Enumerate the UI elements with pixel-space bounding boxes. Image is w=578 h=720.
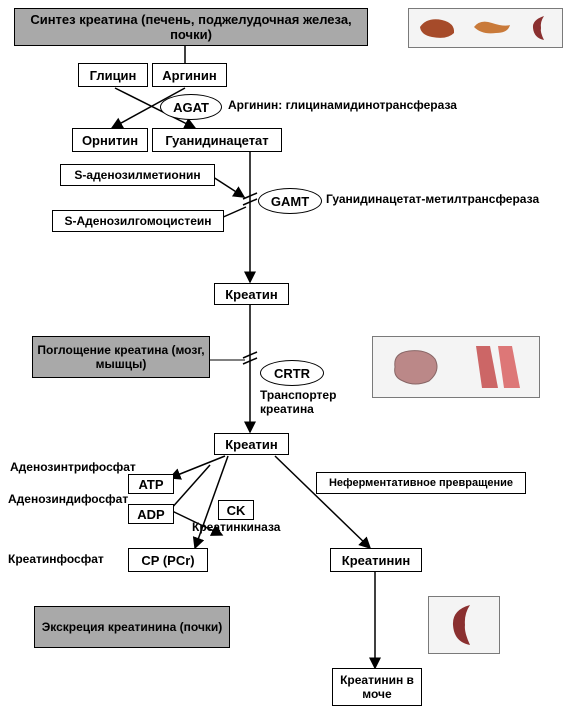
sah-box: S-Аденозилгомоцистеин	[52, 210, 224, 232]
atp-ru-label: Аденозинтрифосфат	[10, 460, 136, 474]
adp-ru-label: Аденозиндифосфат	[8, 492, 128, 506]
crtr-full-label: Транспортер креатина	[260, 388, 380, 416]
pancreas-icon	[472, 17, 512, 39]
excretion-box: Экскреция креатинина (почки)	[34, 606, 230, 648]
header-box: Синтез креатина (печень, поджелудочная ж…	[14, 8, 368, 46]
nonenz-box: Неферментативное превращение	[316, 472, 526, 494]
atp-box: ATP	[128, 474, 174, 494]
gamt-full-label: Гуанидинацетат-метилтрансфераза	[326, 192, 539, 206]
glycine-box: Глицин	[78, 63, 148, 87]
kidney-icon	[528, 14, 554, 42]
creatinine-box: Креатинин	[330, 548, 422, 572]
agat-full-label: Аргинин: глицинамидинотрансфераза	[228, 98, 457, 112]
organ-panel-bottom	[428, 596, 500, 654]
crtr-ellipse: CRTR	[260, 360, 324, 386]
muscle-icon	[468, 342, 528, 392]
liver-icon	[417, 15, 457, 41]
agat-ellipse: AGAT	[160, 94, 222, 120]
ck-box: CK	[218, 500, 254, 520]
adp-box: ADP	[128, 504, 174, 524]
sam-box: S-аденозилметионин	[60, 164, 215, 186]
arginine-box: Аргинин	[152, 63, 227, 87]
creatine1-box: Креатин	[214, 283, 289, 305]
organ-panel-mid	[372, 336, 540, 398]
gamt-ellipse: GAMT	[258, 188, 322, 214]
cp-ru-label: Креатинфосфат	[8, 552, 104, 566]
brain-icon	[385, 345, 445, 389]
guanidinoacetate-box: Гуанидинацетат	[152, 128, 282, 152]
kidney-icon-2	[444, 602, 484, 648]
organ-panel-top	[408, 8, 563, 48]
ornithine-box: Орнитин	[72, 128, 148, 152]
uptake-box: Поглощение креатина (мозг, мышцы)	[32, 336, 210, 378]
creatine2-box: Креатин	[214, 433, 289, 455]
urine-box: Креатинин в моче	[332, 668, 422, 706]
ck-full-label: Креатинкиназа	[192, 520, 280, 534]
cp-box: CP (PCr)	[128, 548, 208, 572]
